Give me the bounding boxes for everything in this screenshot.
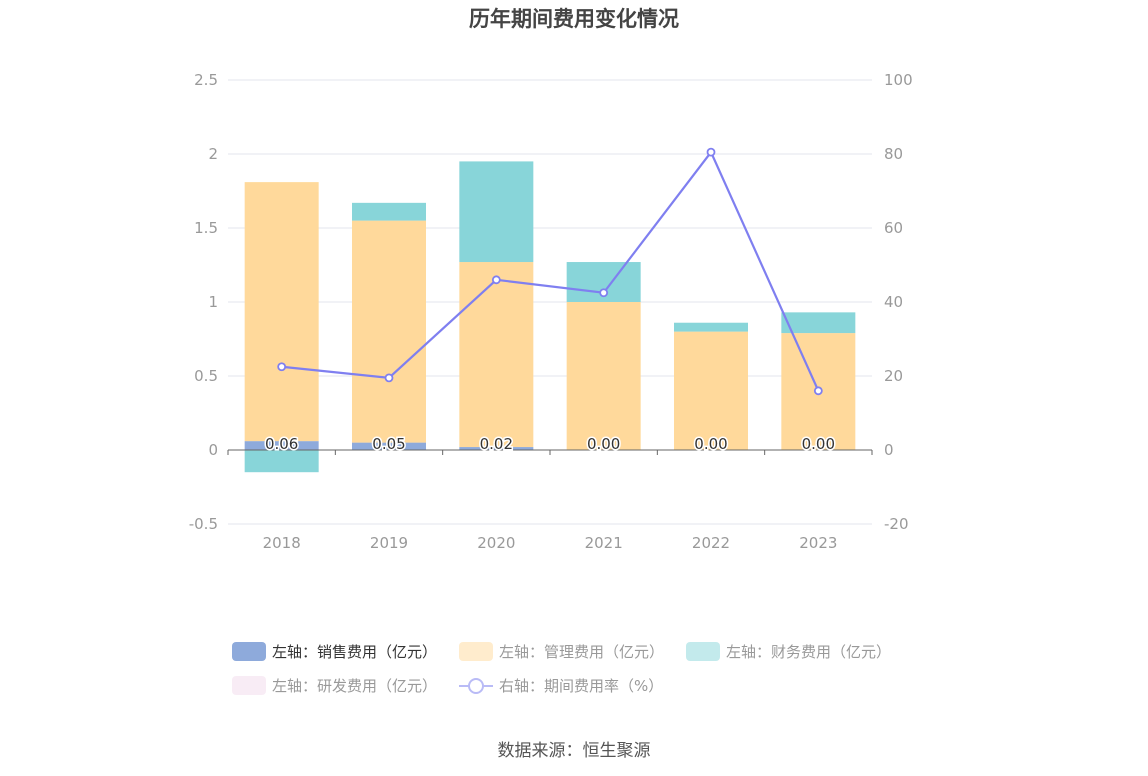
data-label-sales: 0.00 [694, 435, 727, 453]
bar-admin [244, 182, 319, 442]
bar-admin [352, 220, 426, 443]
data-label-sales: 0.00 [802, 435, 835, 453]
legend-line-marker-icon [459, 676, 494, 695]
left-axis-tick-label: 1.5 [194, 219, 218, 237]
right-axis-tick-label: 40 [884, 293, 903, 311]
line-expense-ratio [281, 150, 820, 392]
x-axis-tick-label: 2022 [692, 534, 730, 552]
legend-label: 右轴：期间费用率（%） [499, 676, 664, 695]
legend: 左轴：销售费用（亿元） 左轴：管理费用（亿元） 左轴：财务费用（亿元） 左轴：研发费… [232, 640, 932, 708]
data-label-sales: 0.02 [480, 435, 513, 453]
data-label-sales: 0.05 [372, 435, 405, 453]
x-axis-tick-label: 2021 [585, 534, 623, 552]
right-axis-tick-label: 0 [884, 441, 894, 459]
bar-sales [244, 441, 319, 450]
legend-item[interactable]: 左轴：管理费用（亿元） [459, 641, 664, 662]
left-axis-tick-label: 2 [208, 145, 218, 163]
bar-admin [566, 302, 641, 450]
line-point-expense-ratio [491, 275, 501, 285]
left-axis-tick-label: 1 [208, 293, 218, 311]
right-axis-tick-label: -20 [884, 515, 909, 533]
right-axis-tick-label: 60 [884, 219, 903, 237]
legend-swatch [686, 641, 721, 661]
legend-label: 左轴：销售费用（亿元） [272, 642, 438, 661]
bar-finance [781, 312, 856, 334]
chart-title: 历年期间费用变化情况 [469, 7, 679, 31]
x-axis-tick-label: 2019 [370, 534, 408, 552]
left-axis-tick-label: 0 [208, 441, 218, 459]
chart-svg: 历年期间费用变化情况 -0.5 0 0.5 1 1.5 2 2.5 -20 0 20 40 60 80 1… [189, 7, 913, 552]
legend-item[interactable]: 左轴：财务费用（亿元） [686, 641, 891, 662]
line-point-expense-ratio [599, 288, 609, 298]
data-label-sales: 0.00 [587, 435, 620, 453]
bar-sales [459, 447, 534, 450]
x-axis-tick-label: 2018 [263, 534, 301, 552]
legend-item[interactable]: 右轴：期间费用率（%） [459, 675, 663, 696]
line-point-expense-ratio [813, 386, 823, 396]
left-axis-tick-label: 0.5 [194, 367, 218, 385]
line-point-expense-ratio [706, 147, 716, 157]
x-axis-tick-label: 2020 [477, 534, 515, 552]
left-axis-tick-label: 2.5 [194, 71, 218, 89]
legend-swatch [232, 641, 266, 661]
legend-label: 左轴：财务费用（亿元） [726, 642, 892, 661]
left-axis-tick-label: -0.5 [189, 515, 218, 533]
data-label-sales: 0.06 [265, 435, 298, 453]
x-axis-tick-label: 2023 [799, 534, 837, 552]
bar-finance [674, 322, 748, 332]
legend-label: 左轴：管理费用（亿元） [499, 642, 665, 661]
bar-finance [352, 202, 426, 221]
legend-label: 左轴：研发费用（亿元） [272, 676, 438, 695]
bar-finance [459, 161, 534, 263]
right-axis-tick-label: 100 [884, 71, 913, 89]
bar-sales [352, 442, 426, 450]
legend-swatch [459, 641, 494, 661]
line-point-expense-ratio [384, 373, 394, 383]
right-axis-tick-label: 20 [884, 367, 903, 385]
bar-admin [459, 262, 534, 448]
line-point-expense-ratio [277, 362, 287, 372]
data-source: 数据来源：恒生聚源 [497, 741, 651, 761]
legend-item[interactable]: 左轴：研发费用（亿元） [232, 675, 437, 696]
legend-swatch [232, 675, 266, 695]
legend-item[interactable]: 左轴：销售费用（亿元） [232, 641, 437, 662]
bar-finance [244, 450, 319, 473]
bar-admin [674, 331, 748, 450]
right-axis-tick-label: 80 [884, 145, 903, 163]
